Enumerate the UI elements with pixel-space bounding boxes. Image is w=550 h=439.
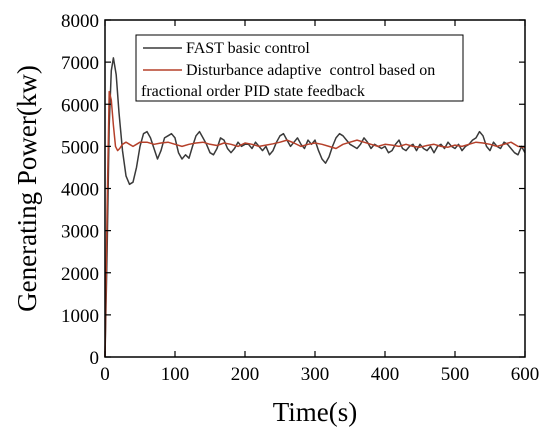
series-line-1: [104, 90, 526, 358]
y-tick-label-7: 7000: [61, 53, 99, 74]
y-tick-label-3: 3000: [61, 222, 99, 243]
x-tick-label-1: 100: [161, 364, 190, 385]
x-tick-label-5: 500: [441, 364, 470, 385]
axis-ticks: 0 100 200 300 400 500 600010002000300040005000…: [61, 11, 539, 385]
x-tick-label-2: 200: [231, 364, 260, 385]
y-tick-label-1: 1000: [61, 306, 99, 327]
y-tick-label-8: 8000: [61, 11, 99, 32]
x-tick-label-4: 400: [371, 364, 400, 385]
legend-label-fast-basic-control: FAST basic control: [186, 40, 310, 57]
y-tick-label-2: 2000: [61, 264, 99, 285]
legend-box: [135, 34, 464, 102]
series-lines: [104, 57, 526, 358]
x-tick-label-3: 300: [301, 364, 330, 385]
series-line-0: [104, 57, 526, 358]
x-axis-label: Time(s): [273, 397, 358, 427]
y-tick-label-6: 6000: [61, 95, 99, 116]
legend: FAST basic control Disturbance adaptive …: [135, 34, 464, 102]
x-tick-label-0: 0: [100, 364, 110, 385]
x-tick-label-6: 600: [511, 364, 540, 385]
y-tick-label-5: 5000: [61, 137, 99, 158]
y-tick-label-0: 0: [90, 348, 100, 369]
y-tick-label-4: 4000: [61, 180, 99, 201]
legend-label-disturbance-adaptive-control: Disturbance adaptive control based on fra…: [141, 62, 435, 100]
y-axis-label: Generating Power(kw): [12, 65, 42, 312]
